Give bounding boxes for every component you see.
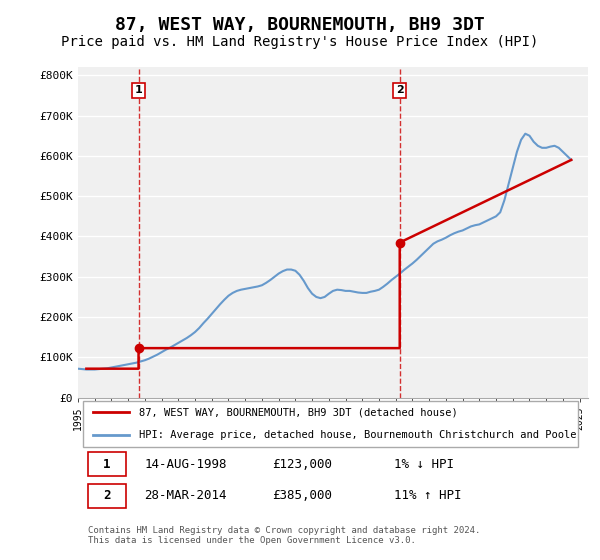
FancyBboxPatch shape — [83, 402, 578, 447]
Text: 1: 1 — [134, 85, 142, 95]
Text: 87, WEST WAY, BOURNEMOUTH, BH9 3DT (detached house): 87, WEST WAY, BOURNEMOUTH, BH9 3DT (deta… — [139, 407, 458, 417]
Text: Contains HM Land Registry data © Crown copyright and database right 2024.
This d: Contains HM Land Registry data © Crown c… — [88, 526, 481, 545]
Text: 87, WEST WAY, BOURNEMOUTH, BH9 3DT: 87, WEST WAY, BOURNEMOUTH, BH9 3DT — [115, 16, 485, 34]
Text: 1: 1 — [103, 458, 111, 471]
Text: Price paid vs. HM Land Registry's House Price Index (HPI): Price paid vs. HM Land Registry's House … — [61, 35, 539, 49]
FancyBboxPatch shape — [88, 452, 127, 476]
Text: £123,000: £123,000 — [272, 458, 332, 471]
FancyBboxPatch shape — [88, 484, 127, 508]
Text: HPI: Average price, detached house, Bournemouth Christchurch and Poole: HPI: Average price, detached house, Bour… — [139, 430, 577, 440]
Text: 14-AUG-1998: 14-AUG-1998 — [145, 458, 227, 471]
Text: 1% ↓ HPI: 1% ↓ HPI — [394, 458, 454, 471]
Text: 28-MAR-2014: 28-MAR-2014 — [145, 489, 227, 502]
Text: 11% ↑ HPI: 11% ↑ HPI — [394, 489, 462, 502]
Text: 2: 2 — [103, 489, 111, 502]
Text: 2: 2 — [396, 85, 404, 95]
Text: £385,000: £385,000 — [272, 489, 332, 502]
